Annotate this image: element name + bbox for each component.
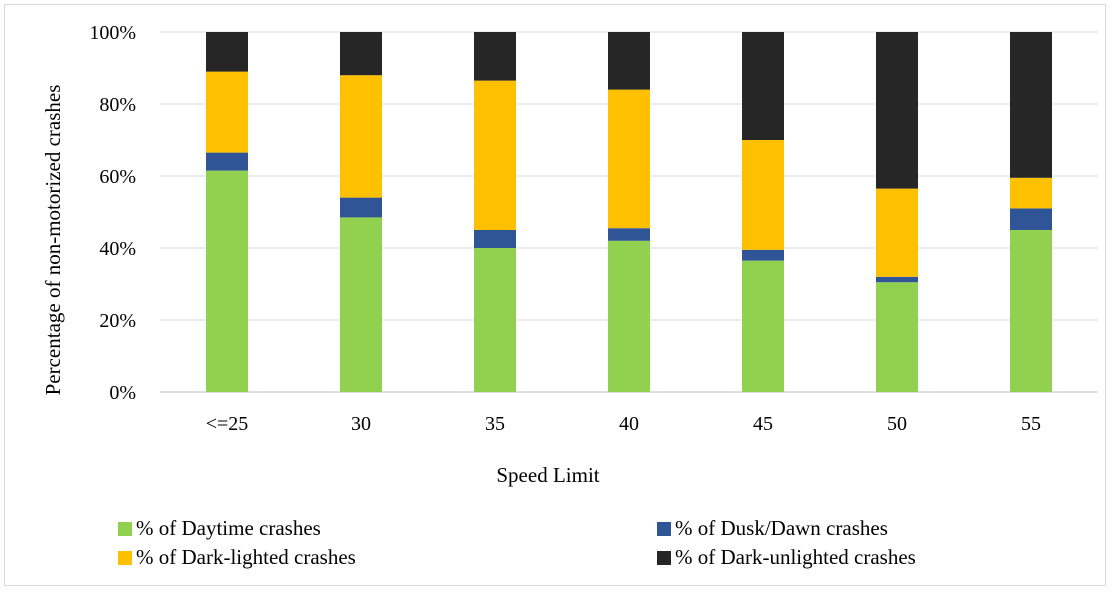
- chart-frame: [4, 4, 1106, 586]
- bar-segment-daytime-crashes-45: [742, 260, 784, 392]
- bar-segment-daytime-crashes-le25: [206, 170, 248, 392]
- bar-segment-dusk-dawn-crashes-45: [742, 249, 784, 261]
- bar-segment-dark-unlighted-crashes-45: [742, 32, 784, 140]
- bar-segment-dark-lighted-crashes-le25: [206, 71, 248, 153]
- bar-segment-dark-lighted-crashes-30: [340, 75, 382, 198]
- bar-segment-daytime-crashes-50: [876, 282, 918, 392]
- x-tick-label: 40: [619, 413, 639, 435]
- y-tick-label: 0%: [109, 382, 136, 404]
- y-tick-labels: 0% 20% 40% 60% 80% 100%: [89, 22, 136, 404]
- bar-segment-dark-unlighted-crashes-50: [876, 32, 918, 189]
- x-tick-label: 55: [1021, 413, 1041, 435]
- bar-segment-daytime-crashes-55: [1010, 230, 1052, 392]
- y-axis-title: Percentage of non-motorized crashes: [41, 85, 65, 396]
- y-tick-label: 60%: [99, 166, 136, 188]
- x-tick-label: 30: [351, 413, 371, 435]
- bar-segment-dusk-dawn-crashes-40: [608, 228, 650, 241]
- bar-segment-dusk-dawn-crashes-50: [876, 276, 918, 283]
- x-tick-label: 45: [753, 413, 773, 435]
- bar-segment-dusk-dawn-crashes-35: [474, 230, 516, 248]
- bar-segment-dusk-dawn-crashes-le25: [206, 152, 248, 171]
- y-tick-label: 100%: [89, 22, 136, 44]
- bars: [206, 32, 1052, 392]
- bar-segment-dark-lighted-crashes-40: [608, 89, 650, 229]
- bar-segment-dark-unlighted-crashes-40: [608, 32, 650, 90]
- bar-segment-daytime-crashes-40: [608, 240, 650, 392]
- x-tick-label: 50: [887, 413, 907, 435]
- bar-segment-daytime-crashes-30: [340, 217, 382, 392]
- bar-segment-dark-lighted-crashes-50: [876, 188, 918, 277]
- bar-segment-dark-lighted-crashes-55: [1010, 177, 1052, 209]
- bar-segment-dusk-dawn-crashes-30: [340, 197, 382, 218]
- bar-segment-dark-lighted-crashes-35: [474, 80, 516, 230]
- x-tick-labels: <=25 30 35 40 45 50 55: [206, 413, 1041, 435]
- bar-segment-dark-unlighted-crashes-55: [1010, 32, 1052, 178]
- bar-segment-dusk-dawn-crashes-55: [1010, 208, 1052, 230]
- x-tick-label: <=25: [206, 413, 249, 435]
- y-tick-label: 80%: [99, 94, 136, 116]
- bar-segment-dark-unlighted-crashes-le25: [206, 32, 248, 72]
- y-tick-label: 40%: [99, 238, 136, 260]
- bar-segment-dark-lighted-crashes-45: [742, 140, 784, 250]
- x-axis-title: Speed Limit: [496, 463, 599, 487]
- y-tick-label: 20%: [99, 310, 136, 332]
- bar-segment-dark-unlighted-crashes-30: [340, 32, 382, 76]
- bar-segment-daytime-crashes-35: [474, 248, 516, 392]
- bar-segment-dark-unlighted-crashes-35: [474, 32, 516, 81]
- x-tick-label: 35: [485, 413, 505, 435]
